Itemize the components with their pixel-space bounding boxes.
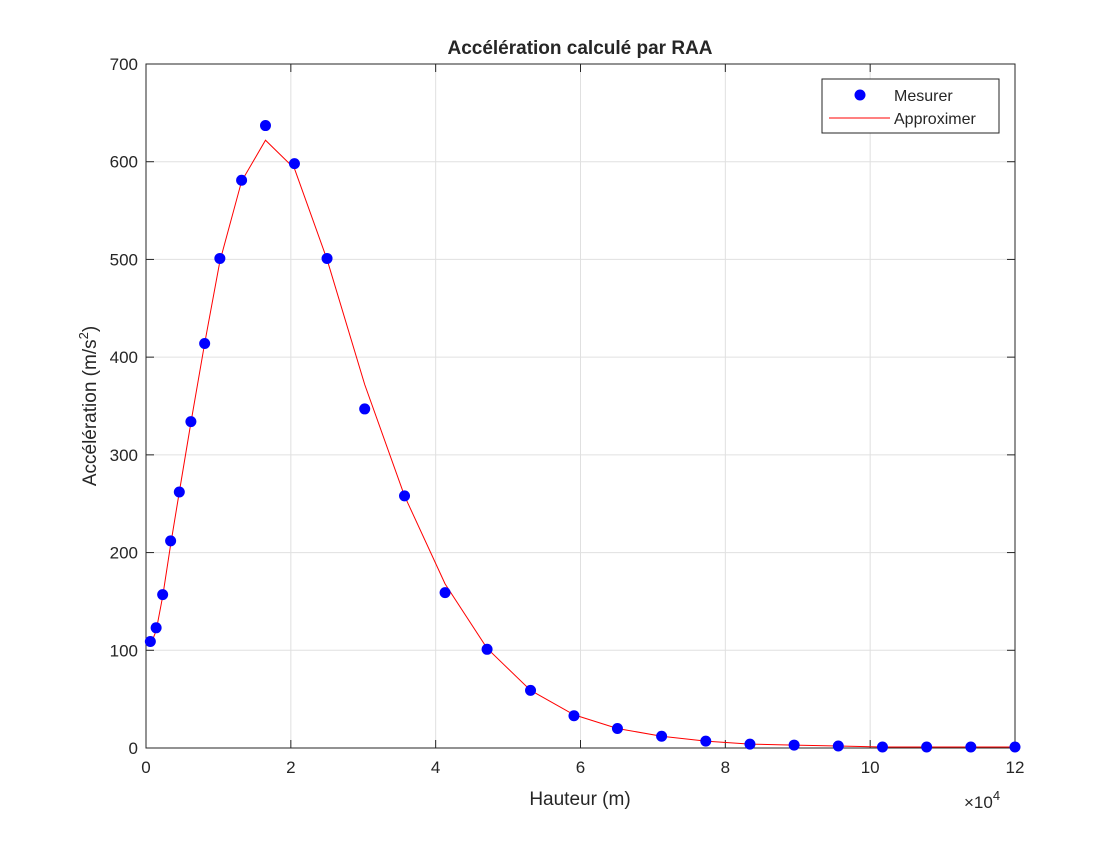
x-tick-label: 0 (141, 758, 150, 777)
data-point-mesurer (185, 416, 197, 428)
data-point-mesurer (144, 635, 156, 647)
x-tick-label: 12 (1006, 758, 1025, 777)
data-point-mesurer (214, 252, 226, 264)
y-tick-label: 600 (110, 153, 138, 172)
data-point-mesurer (832, 740, 844, 752)
x-exponent-base: ×10 (964, 793, 993, 812)
data-point-mesurer (744, 738, 756, 750)
data-point-mesurer (288, 158, 300, 170)
data-point-mesurer (876, 741, 888, 753)
data-point-mesurer (700, 735, 712, 747)
y-tick-label: 300 (110, 446, 138, 465)
y-tick-label: 200 (110, 544, 138, 563)
y-axis-label-main: Accélération (m/s (80, 339, 101, 486)
data-point-mesurer (359, 403, 371, 415)
data-point-mesurer (157, 589, 169, 601)
y-tick-label: 100 (110, 641, 138, 660)
y-axis-label-superscript: 2 (76, 332, 91, 339)
data-point-mesurer (1009, 741, 1021, 753)
data-point-mesurer (321, 252, 333, 264)
data-point-mesurer (965, 741, 977, 753)
x-tick-label: 2 (286, 758, 295, 777)
data-point-mesurer (788, 739, 800, 751)
x-tick-label: 6 (576, 758, 585, 777)
legend: Mesurer Approximer (821, 78, 1000, 134)
data-point-mesurer (165, 535, 177, 547)
legend-label-approx: Approximer (894, 111, 976, 128)
x-exponent-power: 4 (993, 788, 1000, 803)
x-axis-exponent: ×104 (964, 788, 1000, 812)
x-axis-label: Hauteur (m) (529, 789, 630, 810)
data-point-mesurer (525, 684, 537, 696)
ticks: 0 2 4 6 8 10 12 0 100 200 300 400 500 600 700 (110, 55, 1025, 777)
data-point-mesurer (173, 486, 185, 498)
chart-title: Accélération calculé par RAA (447, 38, 712, 59)
legend-box (821, 78, 1000, 134)
legend-label-measured: Mesurer (894, 88, 953, 105)
legend-marker-icon (854, 89, 866, 101)
data-point-mesurer (568, 710, 580, 722)
data-point-mesurer (656, 730, 668, 742)
x-tick-label: 4 (431, 758, 440, 777)
y-tick-label: 0 (129, 739, 138, 758)
data-point-mesurer (611, 722, 623, 734)
series-layer (144, 120, 1021, 753)
data-point-mesurer (921, 741, 933, 753)
data-point-mesurer (439, 587, 451, 599)
data-point-mesurer (399, 490, 411, 502)
data-point-mesurer (236, 174, 248, 186)
data-point-mesurer (150, 622, 162, 634)
y-tick-label: 700 (110, 55, 138, 74)
grid (146, 64, 1015, 748)
series-line-approximer (149, 139, 1015, 748)
y-axis-label: Accélération (m/s2) (76, 326, 101, 486)
y-tick-label: 400 (110, 348, 138, 367)
data-point-mesurer (481, 643, 493, 655)
x-tick-label: 8 (721, 758, 730, 777)
y-tick-label: 500 (110, 250, 138, 269)
x-tick-label: 10 (861, 758, 880, 777)
y-axis-label-end: ) (80, 326, 101, 332)
data-point-mesurer (259, 120, 271, 132)
data-point-mesurer (199, 337, 211, 349)
